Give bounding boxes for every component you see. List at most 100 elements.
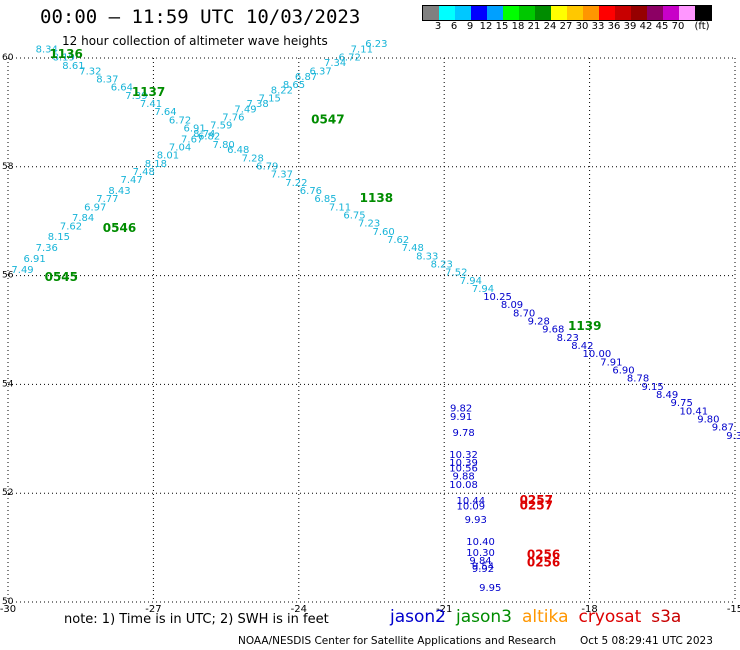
swh-value-label: 6.90: [612, 366, 634, 377]
swh-value-label: 7.49: [234, 104, 256, 115]
colorbar-tick-label: 30: [575, 21, 589, 32]
swh-value-label: 7.62: [387, 235, 409, 246]
swh-value-label: 7.52: [445, 268, 467, 279]
swh-value-label: 9.54: [472, 561, 494, 572]
swh-value-label: 7.32: [79, 66, 101, 77]
swh-value-label: 7.49: [11, 265, 33, 276]
colorbar-swatch: [487, 6, 503, 20]
x-tick-label: -24: [291, 604, 307, 615]
swh-value-label: 7.41: [140, 99, 162, 110]
colorbar-tick-label: 70: [671, 21, 685, 32]
swh-value-label: 6.23: [365, 39, 387, 50]
swh-value-label: 8.09: [501, 300, 523, 311]
pass-time-annotation: 1137: [132, 85, 165, 99]
swh-value-label: 7.84: [72, 213, 94, 224]
swh-value-label: 6.91: [24, 254, 46, 265]
colorbar-swatch: [439, 6, 455, 20]
swh-value-label: 7.91: [600, 357, 622, 368]
mission-legend: jason2 jason3 altika cryosat s3a: [390, 607, 691, 627]
swh-value-label: 7.48: [133, 167, 155, 178]
swh-value-label: 8.23: [431, 259, 453, 270]
swh-value-label: 9.87: [712, 423, 734, 434]
pass-time-annotation: 0546: [103, 221, 136, 235]
colorbar-swatch: [551, 6, 567, 20]
swh-value-label: 9.82: [450, 404, 472, 415]
swh-value-label: 8.23: [557, 333, 579, 344]
colorbar-tick-label: 15: [495, 21, 509, 32]
swh-value-label: 10.32: [449, 450, 478, 461]
mission-legend-item: s3a: [651, 607, 682, 627]
colorbar-tick-label: (ft): [694, 21, 710, 32]
chart-title: 00:00 – 11:59 UTC 10/03/2023: [40, 6, 361, 28]
y-tick-label: 52: [2, 488, 13, 498]
swh-value-label: 8.43: [108, 186, 130, 197]
swh-value-label: 9.31: [726, 431, 740, 442]
colorbar-swatch: [599, 6, 615, 20]
colorbar-tick-label: 39: [623, 21, 637, 32]
colorbar-swatch: [423, 6, 439, 20]
colorbar-swatch: [455, 6, 471, 20]
swh-value-label: 8.01: [157, 151, 179, 162]
colorbar-tick-label: 24: [543, 21, 557, 32]
swh-value-label: 7.37: [271, 170, 293, 181]
y-tick-label: 58: [2, 162, 14, 172]
swh-value-label: 7.64: [154, 107, 176, 118]
swh-value-label: 8.34: [36, 45, 58, 56]
swh-value-label: 9.84: [469, 556, 491, 567]
swh-value-label: 6.87: [295, 72, 317, 83]
swh-value-label: 8.15: [48, 232, 70, 243]
swh-value-label: 7.67: [181, 134, 203, 145]
swh-value-label: 8.74: [193, 129, 215, 140]
x-tick-label: -27: [145, 604, 161, 615]
colorbar: [422, 5, 712, 21]
pass-time-annotation: 1136: [49, 47, 82, 61]
swh-value-label: 7.94: [460, 276, 482, 287]
swh-value-label: 7.28: [242, 153, 264, 164]
x-tick-label: -21: [436, 604, 452, 615]
swh-value-label: 6.48: [227, 145, 249, 156]
swh-value-label: 7.94: [472, 284, 494, 295]
swh-value-label: 8.18: [145, 159, 167, 170]
x-tick-label: -15: [727, 604, 740, 615]
colorbar-swatch: [663, 6, 679, 20]
swh-value-label: 8.22: [271, 85, 293, 96]
swh-value-label: 9.28: [528, 317, 550, 328]
y-tick-label: 56: [2, 271, 14, 281]
swh-value-label: 7.23: [358, 219, 380, 230]
pass-time-annotation: 0257: [520, 493, 553, 507]
timestamp: Oct 5 08:29:41 UTC 2023: [580, 635, 713, 647]
colorbar-swatch: [679, 6, 695, 20]
swh-value-label: 7.80: [213, 140, 235, 151]
swh-value-label: 6.79: [256, 162, 278, 173]
swh-value-label: 7.36: [36, 243, 58, 254]
colorbar-swatch: [615, 6, 631, 20]
swh-value-label: 7.62: [60, 221, 82, 232]
swh-value-label: 6.82: [198, 132, 220, 143]
swh-value-label: 9.68: [542, 325, 564, 336]
swh-value-label: 10.41: [679, 406, 708, 417]
swh-value-label: 10.40: [466, 537, 495, 548]
x-tick-label: -18: [581, 604, 597, 615]
swh-value-label: 9.88: [452, 472, 474, 483]
colorbar-swatch: [503, 6, 519, 20]
credit-line: NOAA/NESDIS Center for Satellite Applica…: [238, 635, 556, 647]
colorbar-tick-label: 36: [607, 21, 621, 32]
swh-value-label: 7.60: [372, 227, 394, 238]
colorbar-swatch: [583, 6, 599, 20]
swh-value-label: 7.38: [246, 99, 268, 110]
colorbar-tick-label: 27: [559, 21, 573, 32]
mission-legend-item: cryosat: [578, 607, 642, 627]
swh-value-label: 7.11: [351, 45, 373, 56]
colorbar-tick-label: 6: [450, 21, 458, 32]
swh-value-label: 9.93: [465, 515, 487, 526]
colorbar-swatch: [631, 6, 647, 20]
swh-value-label: 6.37: [309, 66, 331, 77]
mission-legend-item: jason3: [456, 607, 512, 627]
swh-value-label: 10.08: [449, 480, 478, 491]
x-tick-label: -30: [0, 604, 16, 615]
colorbar-labels: 3 6 9 12 15 18 21 24 27 30 33 36 39 42 45 70 (ft): [422, 21, 740, 33]
colorbar-tick-label: 33: [591, 21, 605, 32]
swh-value-label: 7.76: [222, 113, 244, 124]
swh-value-label: 8.37: [96, 74, 118, 85]
colorbar-tick-label: 42: [639, 21, 653, 32]
